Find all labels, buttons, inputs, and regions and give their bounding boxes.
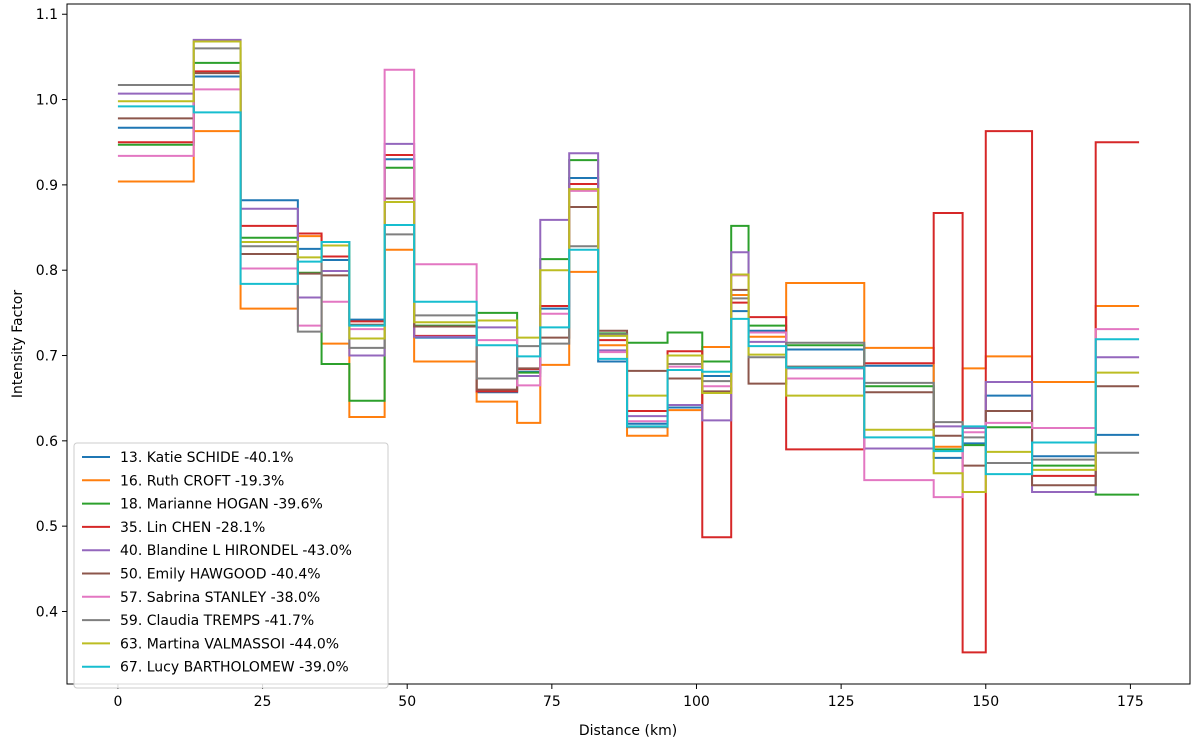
y-tick-label: 0.5 xyxy=(36,519,58,535)
y-tick-label: 0.6 xyxy=(36,434,58,450)
series-line-9 xyxy=(117,40,1140,494)
y-axis: 0.4 0.5 0.6 0.7 0.8 0.9 1.0 1.1 xyxy=(36,7,67,620)
y-tick-label: 1.1 xyxy=(36,7,58,23)
legend-label: 13. Katie SCHIDE -40.1% xyxy=(120,450,294,466)
plot-frame xyxy=(66,3,1191,685)
x-tick-label: 0 xyxy=(113,694,122,710)
series-line-1 xyxy=(117,75,1140,459)
x-tick-label: 75 xyxy=(543,694,561,710)
x-axis: 0 25 50 75 100 125 150 175 xyxy=(113,684,1144,710)
legend-label: 63. Martina VALMASSOI -44.0% xyxy=(120,636,339,652)
series-line-7 xyxy=(117,68,1140,499)
legend-label: 57. Sabrina STANLEY -38.0% xyxy=(120,590,320,606)
x-tick-label: 100 xyxy=(683,694,710,710)
y-tick-label: 0.9 xyxy=(36,178,58,194)
x-tick-label: 150 xyxy=(972,694,999,710)
legend-label: 59. Claudia TREMPS -41.7% xyxy=(120,613,314,629)
legend-label: 40. Blandine L HIRONDEL -43.0% xyxy=(120,543,352,559)
legend-label: 18. Marianne HOGAN -39.6% xyxy=(120,497,323,513)
x-axis-label: Distance (km) xyxy=(579,723,677,739)
y-tick-label: 0.8 xyxy=(36,263,58,279)
x-tick-label: 125 xyxy=(828,694,855,710)
legend-label: 50. Emily HAWGOOD -40.4% xyxy=(120,567,321,583)
series-line-10 xyxy=(117,105,1140,476)
y-tick-label: 1.0 xyxy=(36,93,58,109)
x-tick-label: 175 xyxy=(1117,694,1144,710)
x-tick-label: 50 xyxy=(398,694,416,710)
series-line-2 xyxy=(117,130,1140,448)
series-line-4 xyxy=(117,70,1140,654)
series-layer xyxy=(117,38,1140,654)
legend: 13. Katie SCHIDE -40.1% 16. Ruth CROFT -1… xyxy=(73,442,389,689)
series-line-5 xyxy=(117,38,1140,494)
legend-label: 67. Lucy BARTHOLOMEW -39.0% xyxy=(120,660,349,676)
legend-label: 16. Ruth CROFT -19.3% xyxy=(120,473,284,489)
y-axis-label: Intensity Factor xyxy=(10,290,26,398)
legend-label: 35. Lin CHEN -28.1% xyxy=(120,520,265,536)
series-line-6 xyxy=(117,72,1140,487)
x-tick-label: 25 xyxy=(254,694,272,710)
y-tick-label: 0.7 xyxy=(36,349,58,365)
legend-frame xyxy=(73,442,389,689)
y-tick-label: 0.4 xyxy=(36,604,58,620)
